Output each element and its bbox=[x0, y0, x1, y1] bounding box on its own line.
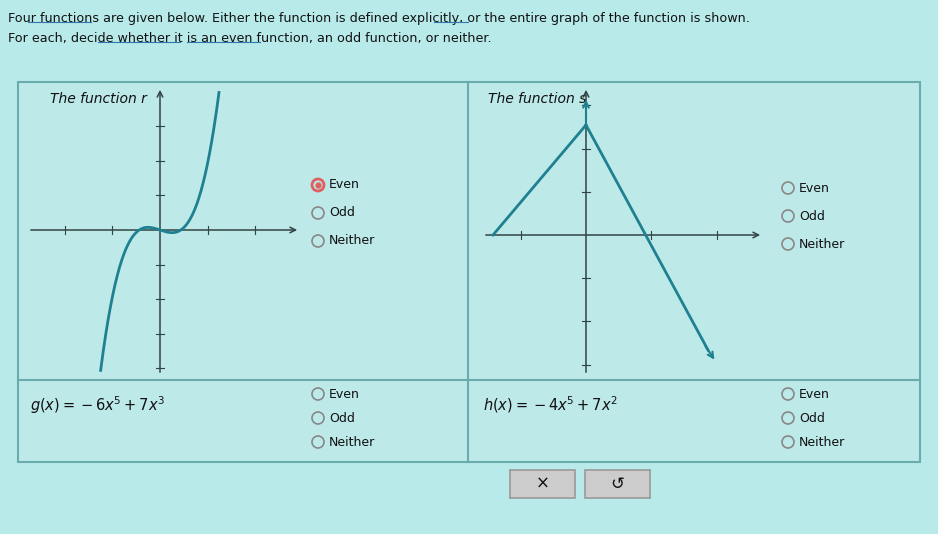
Text: Neither: Neither bbox=[329, 234, 375, 247]
Text: Four functions are given below. Either the function is defined explicitly, or th: Four functions are given below. Either t… bbox=[8, 12, 749, 25]
Text: The function s: The function s bbox=[488, 92, 586, 106]
Text: ×: × bbox=[536, 475, 550, 493]
Text: Odd: Odd bbox=[799, 412, 825, 425]
Bar bbox=[585, 470, 650, 498]
Text: Odd: Odd bbox=[329, 207, 355, 219]
Text: Even: Even bbox=[799, 182, 830, 194]
Text: Even: Even bbox=[799, 388, 830, 400]
Text: Odd: Odd bbox=[799, 209, 825, 223]
Text: Even: Even bbox=[329, 178, 360, 192]
Text: Neither: Neither bbox=[799, 436, 845, 449]
Bar bbox=[510, 470, 575, 498]
Text: ↺: ↺ bbox=[611, 475, 625, 493]
Text: $h\left(x\right) = -4x^5 + 7x^2$: $h\left(x\right) = -4x^5 + 7x^2$ bbox=[483, 394, 618, 415]
Text: Even: Even bbox=[329, 388, 360, 400]
Text: Odd: Odd bbox=[329, 412, 355, 425]
Text: The function r: The function r bbox=[50, 92, 147, 106]
Text: $g\left(x\right) = -6x^5 + 7x^3$: $g\left(x\right) = -6x^5 + 7x^3$ bbox=[30, 394, 165, 415]
Text: Neither: Neither bbox=[799, 238, 845, 250]
Text: For each, decide whether it is an even function, an odd function, or neither.: For each, decide whether it is an even f… bbox=[8, 32, 492, 45]
Bar bbox=[18, 82, 920, 462]
Text: Neither: Neither bbox=[329, 436, 375, 449]
